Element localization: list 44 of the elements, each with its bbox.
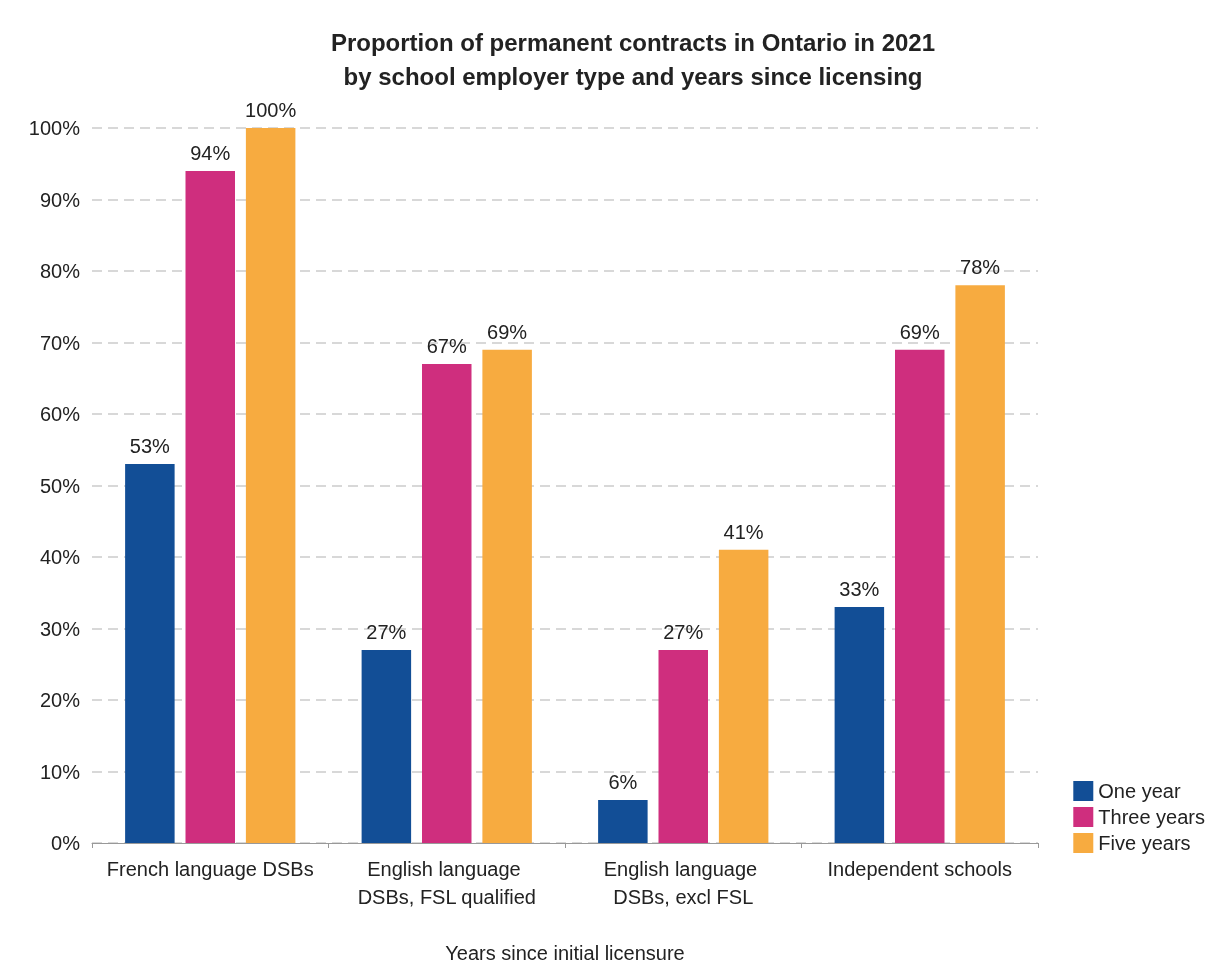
y-tick-label: 60% [39,403,81,425]
data-label: 69% [487,320,528,343]
legend-label: Five years [1098,832,1191,854]
legend-label: One year [1098,780,1181,802]
bar [482,349,532,843]
y-tick-label: 20% [39,689,81,711]
bar [658,649,708,843]
legend-label: Three years [1098,806,1206,828]
bar [245,128,296,843]
x-tick-label: English language DSBs, FSL qualified [357,858,536,908]
data-label: 53% [129,435,171,458]
data-label: 94% [190,141,231,164]
bar [185,170,235,843]
chart-title: Proportion of permanent contracts in Ontario in 2021 by school employer type and years since licensing [330,28,936,90]
y-tick-label: 70% [39,331,81,354]
y-tick-label: 90% [39,188,81,211]
bar [955,285,1005,843]
x-tick-label: English language DSBs, excl FSL [603,858,763,908]
data-label: 33% [839,578,880,601]
bar [422,363,472,843]
y-tick-label: 10% [39,760,81,783]
y-tick-label: 80% [39,260,81,282]
x-tick-label: Independent schools [827,858,1013,880]
bar [834,607,885,843]
bar [598,800,648,843]
data-label: 27% [366,620,407,643]
data-label: 27% [663,620,704,643]
bar [718,549,769,843]
y-tick-label: 0% [51,832,81,854]
bar [895,349,945,843]
y-tick-label: 50% [39,474,81,497]
x-axis-title: Years since initial licensure [445,942,685,964]
data-label: 6% [608,771,638,794]
data-label: 69% [899,320,940,343]
data-label: 100% [245,99,297,121]
y-tick-label: 100% [28,117,81,139]
bar [125,464,175,843]
data-label: 67% [426,334,467,357]
y-tick-label: 40% [39,546,81,568]
data-label: 41% [723,520,764,543]
data-label: 78% [960,256,1001,279]
y-tick-label: 30% [39,617,81,640]
x-tick-label: French language DSBs [106,858,314,880]
bar [361,649,412,843]
